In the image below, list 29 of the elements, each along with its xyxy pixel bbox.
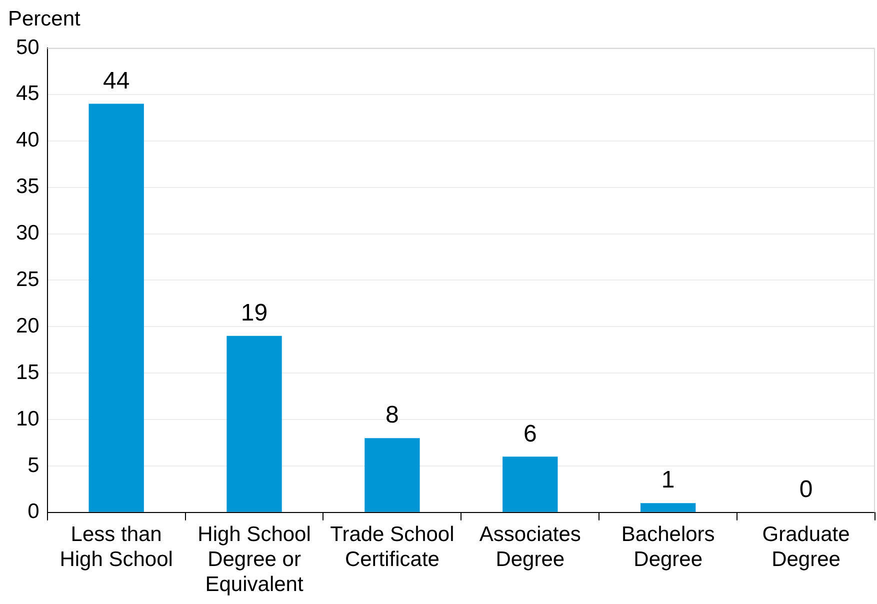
y-tick-label: 10 [16,407,40,430]
bar [502,456,558,512]
bar [88,104,144,512]
x-tick-label: Graduate Degree [762,522,850,571]
y-tick-label: 5 [28,454,40,477]
data-label: 0 [799,476,813,504]
y-tick-label: 40 [16,128,40,152]
data-label: 8 [386,402,399,429]
bar [364,438,420,512]
y-tick-label: 20 [16,314,40,338]
bar [226,336,282,512]
y-tick-label: 50 [16,36,40,59]
y-tick-label: 0 [28,500,40,524]
y-tick-label: 25 [16,268,40,291]
y-tick-label: 35 [16,175,40,198]
x-tick-label: Bachelors Degree [621,522,715,571]
y-axis-title: Percent [8,7,81,30]
bar [640,503,696,512]
data-label: 19 [240,300,268,327]
data-label: 44 [102,67,130,94]
x-tick-label: Less than High School [60,522,173,571]
data-label: 1 [661,466,675,494]
y-tick-label: 15 [16,360,40,384]
y-tick-label: 30 [16,222,40,245]
y-tick-label: 45 [16,82,40,106]
x-tick-label: High School Degree or Equivalent [198,522,311,596]
x-tick-label: Trade School Certificate [330,522,454,571]
x-tick-label: Associates Degree [479,522,581,571]
data-label: 6 [523,420,537,448]
